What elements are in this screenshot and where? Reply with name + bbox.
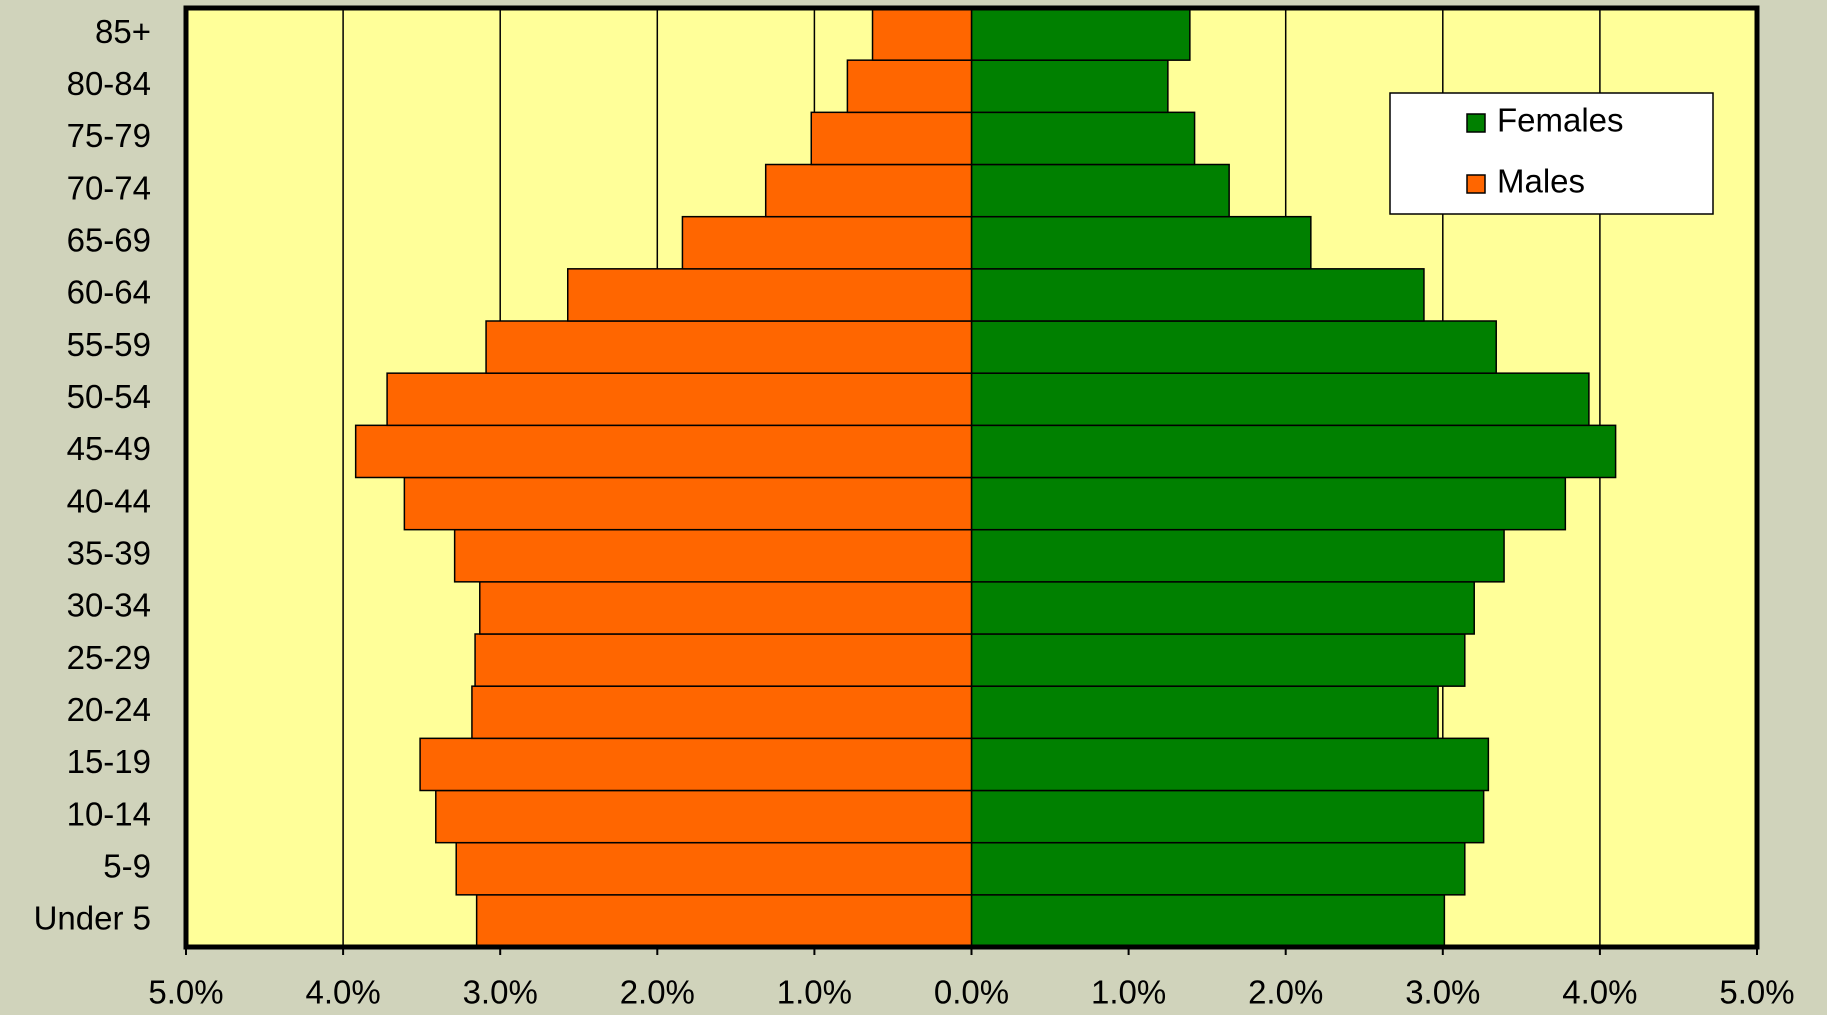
legend-swatch [1466, 174, 1486, 194]
bar [479, 581, 973, 635]
plot-border [183, 5, 1760, 950]
legend-swatch [1466, 113, 1486, 133]
x-tick-label: 2.0% [620, 974, 695, 1011]
bar [810, 111, 973, 166]
y-tick-label: 5-9 [103, 847, 151, 884]
bar [970, 894, 1446, 948]
bar [419, 737, 973, 792]
bar [386, 372, 973, 427]
bar [970, 841, 1466, 896]
x-tick-label: 5.0% [148, 974, 223, 1011]
bar [435, 789, 973, 844]
y-tick-label: 55-59 [67, 326, 151, 363]
y-tick-label: 35-39 [67, 534, 151, 571]
bar [970, 163, 1230, 218]
bar [970, 7, 1191, 61]
y-tick-label: 70-74 [67, 169, 151, 206]
bar [471, 685, 973, 740]
bar [475, 894, 973, 948]
y-tick-label: 50-54 [67, 378, 151, 415]
bar [970, 424, 1617, 479]
bar [871, 7, 973, 61]
x-tick-label: 4.0% [305, 974, 380, 1011]
x-tick-label: 3.0% [1405, 974, 1480, 1011]
bar [970, 372, 1590, 427]
bar [970, 789, 1485, 844]
y-tick-label: 40-44 [67, 482, 151, 519]
bar [485, 320, 973, 374]
y-tick-label: 30-34 [67, 587, 151, 624]
x-tick-label: 2.0% [1248, 974, 1323, 1011]
y-tick-label: 60-64 [67, 274, 151, 311]
bar [354, 424, 973, 479]
y-tick-label: 15-19 [67, 743, 151, 780]
y-tick-label: 10-14 [67, 795, 151, 832]
bar [970, 215, 1312, 270]
y-tick-label: 85+ [95, 13, 151, 50]
x-tick-label: 5.0% [1719, 974, 1794, 1011]
legend-label: Males [1497, 163, 1585, 200]
y-tick-label: Under 5 [34, 900, 151, 937]
bar [970, 685, 1439, 740]
bar [970, 476, 1567, 531]
x-tick-label: 0.0% [934, 974, 1009, 1011]
x-tick-label: 1.0% [1091, 974, 1166, 1011]
bar [970, 268, 1425, 322]
bar [455, 841, 973, 896]
y-tick-label: 80-84 [67, 65, 151, 102]
x-tick-label: 3.0% [463, 974, 538, 1011]
bar [970, 59, 1169, 114]
bar [474, 633, 973, 687]
bar [970, 111, 1196, 166]
bar [764, 163, 973, 218]
bar [970, 581, 1475, 635]
legend-box [1389, 92, 1714, 215]
bar [453, 528, 973, 583]
legend-label: Females [1497, 102, 1624, 139]
y-tick-label: 25-29 [67, 639, 151, 676]
y-tick-label: 65-69 [67, 221, 151, 258]
bar [970, 633, 1466, 687]
bar [970, 737, 1490, 792]
y-tick-label: 20-24 [67, 691, 151, 728]
x-tick-label: 1.0% [777, 974, 852, 1011]
bar [970, 528, 1505, 583]
bar [403, 476, 973, 531]
bar [681, 215, 973, 270]
y-tick-label: 75-79 [67, 117, 151, 154]
bar [970, 320, 1497, 374]
bar [567, 268, 973, 322]
bar [846, 59, 973, 114]
y-tick-label: 45-49 [67, 430, 151, 467]
x-tick-label: 4.0% [1562, 974, 1637, 1011]
